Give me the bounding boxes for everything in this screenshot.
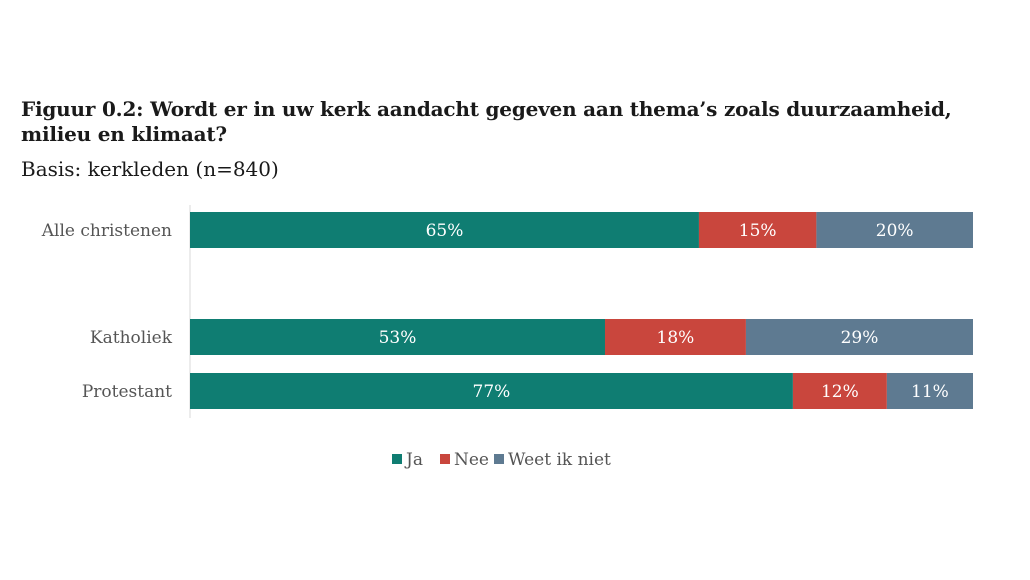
category-label: Alle christenen xyxy=(41,221,172,241)
bar-segment xyxy=(886,373,973,409)
legend-entry: Ja xyxy=(404,450,423,470)
chart-subtitle: Basis: kerkleden (n=840) xyxy=(21,157,279,181)
legend: Ja Nee Weet ik niet xyxy=(392,450,611,470)
category-label: Protestant xyxy=(82,382,172,402)
data-label: 65% xyxy=(426,221,464,241)
chart-title: Figuur 0.2: Wordt er in uw kerk aandacht… xyxy=(21,97,952,146)
legend-entry: Nee xyxy=(454,450,489,470)
category-label: Katholiek xyxy=(90,328,173,348)
bar-segment xyxy=(604,319,746,355)
bars-group: Alle christenen 65% 15% 20% Katholiek 53% 18% 2… xyxy=(41,205,973,418)
data-label: 77% xyxy=(473,382,511,402)
legend-entry: Weet ik niet xyxy=(508,450,611,470)
data-label: 11% xyxy=(911,382,949,402)
legend-swatch xyxy=(392,454,402,464)
legend-swatch xyxy=(440,454,450,464)
data-label: 18% xyxy=(657,328,695,348)
bar-segment xyxy=(698,212,817,248)
bar-segment xyxy=(792,373,887,409)
legend-swatch xyxy=(494,454,504,464)
bar-segment xyxy=(745,319,973,355)
bar-segment xyxy=(190,373,793,409)
data-label: 20% xyxy=(876,221,914,241)
bar-segment xyxy=(190,319,605,355)
bar-segment xyxy=(816,212,973,248)
data-label: 53% xyxy=(379,328,417,348)
data-label: 29% xyxy=(841,328,879,348)
data-label: 12% xyxy=(821,382,859,402)
data-label: 15% xyxy=(739,221,777,241)
bar-segment xyxy=(190,212,699,248)
